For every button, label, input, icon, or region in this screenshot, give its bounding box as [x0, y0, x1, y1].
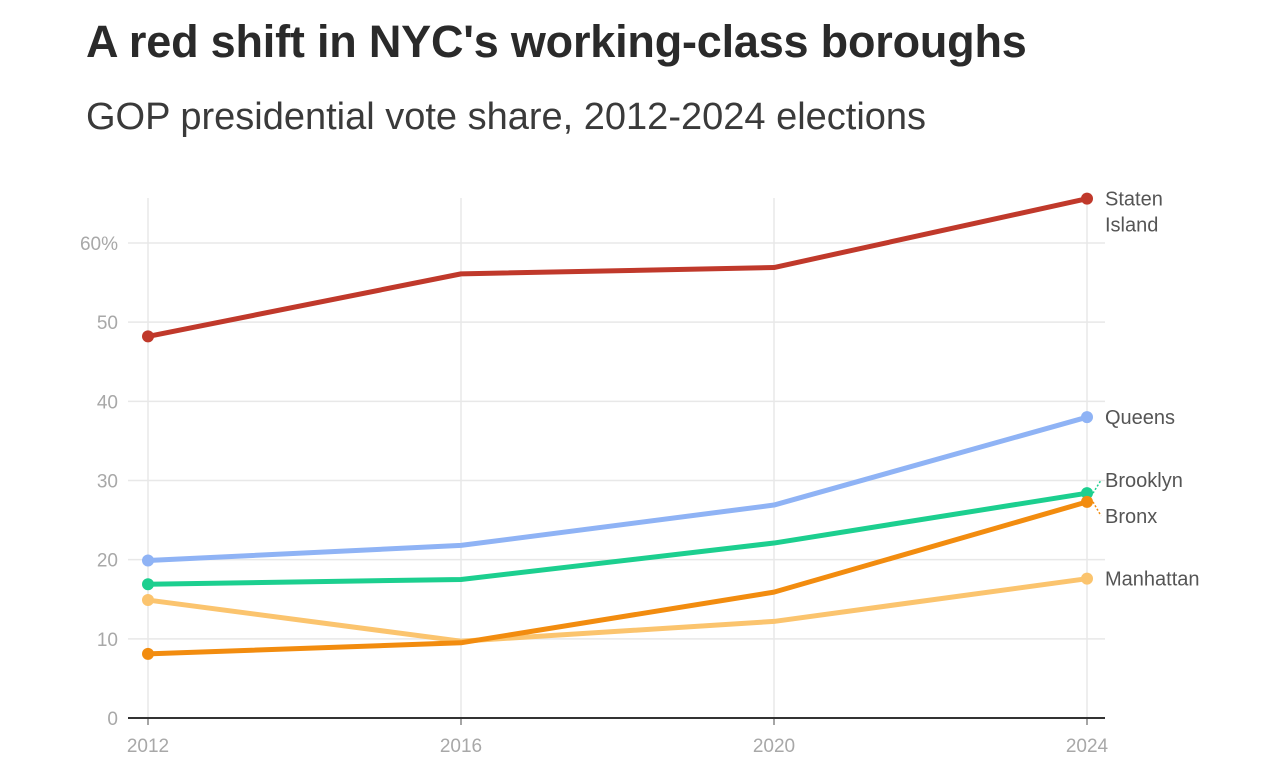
- label-leader-brooklyn: [1092, 479, 1102, 494]
- x-tick-label: 2020: [753, 736, 795, 757]
- series-label-line: Bronx: [1105, 506, 1157, 528]
- series-labels: Staten Island Queens Brooklyn Bronx Manhattan: [1092, 189, 1200, 591]
- series-queens: [142, 411, 1093, 567]
- series-manhattan: [142, 572, 1093, 644]
- axes: 0 10 20 30 40 50 60% 2012 2016 2020 2024: [80, 234, 1109, 757]
- series-line-manhattan: [145, 576, 1090, 644]
- chart-title: A red shift in NYC's working-class borou…: [86, 16, 1027, 67]
- series-label-line: Manhattan: [1105, 569, 1200, 591]
- series-lines: [142, 192, 1093, 660]
- x-tick-label: 2024: [1066, 736, 1109, 757]
- series-label-brooklyn: Brooklyn: [1105, 470, 1183, 492]
- y-tick-label: 20: [97, 551, 118, 572]
- y-tick-label: 30: [97, 472, 118, 493]
- data-point-queens: [1081, 411, 1093, 424]
- series-label-line: Island: [1105, 215, 1158, 237]
- series-line-staten-island: [145, 196, 1090, 339]
- y-tick-label: 60%: [80, 234, 118, 255]
- data-point-brooklyn: [1081, 487, 1093, 500]
- data-point-staten-island: [1081, 192, 1093, 205]
- series-staten-island: [142, 192, 1093, 343]
- x-tick-label: 2016: [440, 736, 482, 757]
- y-tick-label: 40: [97, 392, 118, 413]
- series-bronx: [142, 495, 1093, 660]
- y-tick-label: 50: [97, 313, 118, 334]
- data-point-queens: [142, 554, 154, 567]
- y-tick-label: 0: [107, 709, 118, 730]
- series-line-brooklyn: [145, 490, 1090, 587]
- gridlines: [128, 198, 1105, 718]
- series-label-bronx: Bronx: [1105, 506, 1157, 528]
- data-point-bronx: [142, 647, 154, 660]
- data-point-bronx: [1081, 495, 1093, 508]
- label-leader-bronx: [1092, 501, 1102, 517]
- series-label-line: Staten: [1105, 189, 1163, 211]
- data-point-brooklyn: [142, 578, 154, 591]
- y-tick-label: 10: [97, 630, 118, 651]
- series-brooklyn: [142, 487, 1093, 591]
- data-point-manhattan: [1081, 572, 1093, 585]
- series-label-queens: Queens: [1105, 407, 1175, 429]
- series-label-line: Brooklyn: [1105, 470, 1183, 492]
- series-label-staten-island: Staten Island: [1105, 189, 1163, 237]
- series-line-bronx: [145, 499, 1090, 657]
- series-line-queens: [145, 414, 1090, 563]
- series-label-line: Queens: [1105, 407, 1175, 429]
- chart-subtitle: GOP presidential vote share, 2012-2024 e…: [86, 96, 927, 138]
- x-tick-label: 2012: [127, 736, 169, 757]
- data-point-staten-island: [142, 330, 154, 343]
- data-point-manhattan: [142, 594, 154, 607]
- series-label-manhattan: Manhattan: [1105, 569, 1200, 591]
